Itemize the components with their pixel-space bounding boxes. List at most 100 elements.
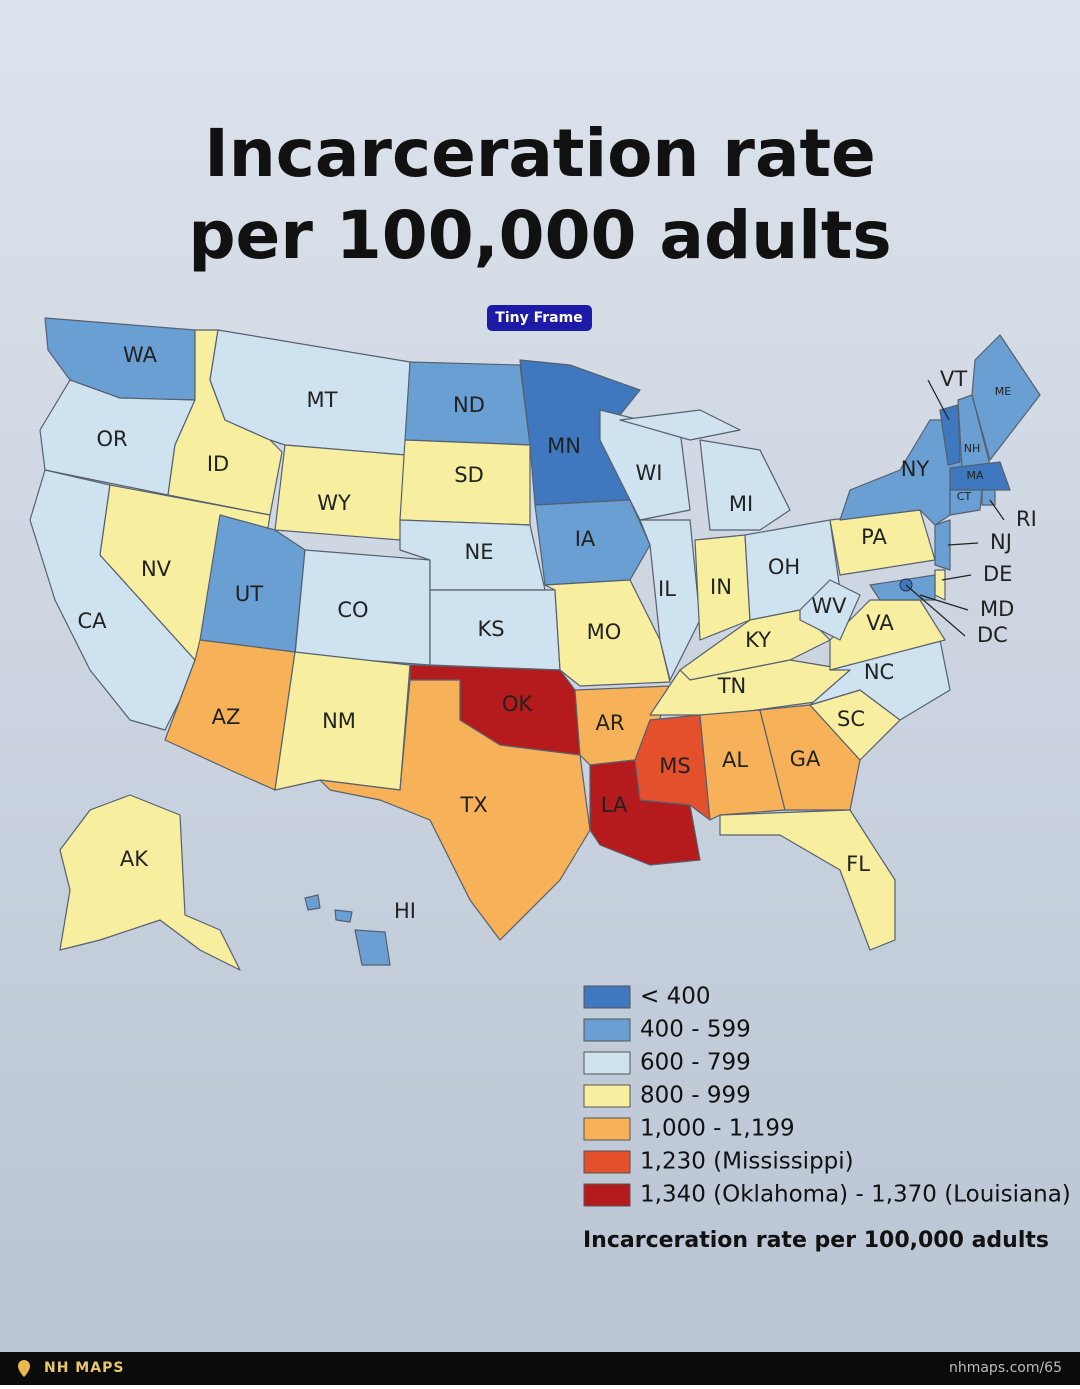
state-shape: [699, 439, 791, 531]
pin-icon: [18, 1360, 30, 1377]
footer-bar: [0, 1352, 1080, 1385]
state-label: WY: [317, 491, 351, 515]
state-label: HI: [394, 899, 416, 923]
state-shape: [949, 461, 1011, 491]
state-label: VT: [940, 367, 967, 391]
callout-line: [941, 574, 972, 581]
state-label: WA: [123, 343, 158, 367]
state-label: RI: [1016, 507, 1037, 531]
legend-label: 1,230 (Mississippi): [640, 1149, 854, 1175]
legend-label: 1,000 - 1,199: [640, 1116, 795, 1142]
legend: < 400 400 - 599 600 - 799 800 - 999 1,000 - …: [583, 984, 1071, 1208]
callout-line: [927, 379, 950, 421]
state-label: KY: [745, 628, 771, 652]
state-shape: [334, 909, 353, 923]
state-label: IL: [658, 577, 676, 601]
state-label: ME: [995, 385, 1011, 398]
state-shape: [971, 334, 1041, 461]
footer-url: nhmaps.com/65: [949, 1360, 1062, 1376]
legend-title: Incarceration rate per 100,000 adults: [583, 1228, 1049, 1253]
state-label: OR: [96, 427, 127, 451]
state-label: NM: [322, 709, 356, 733]
state-shape: [304, 894, 321, 911]
state-shape: [939, 404, 961, 466]
state-shape: [534, 499, 651, 586]
state-label: WV: [811, 594, 847, 618]
state-shape: [981, 489, 996, 506]
legend-swatch: [583, 1117, 631, 1141]
state-label: MD: [980, 597, 1014, 621]
state-label: UT: [235, 582, 263, 606]
callout-line: [989, 499, 1005, 521]
state-label: LA: [601, 793, 628, 817]
state-shape: [354, 929, 391, 966]
state-label: TN: [717, 674, 747, 698]
state-shape: [544, 579, 671, 687]
state-label: MO: [587, 620, 622, 644]
state-shape: [319, 679, 591, 941]
title: Incarceration rate: [204, 115, 876, 192]
state-label: CO: [337, 598, 368, 622]
state-shape: [619, 409, 741, 441]
callout-line: [919, 594, 969, 611]
state-label: IN: [710, 575, 732, 599]
state-label: NJ: [990, 530, 1012, 554]
state-label: NV: [141, 557, 172, 581]
state-label: PA: [861, 525, 887, 549]
state-label: SC: [837, 707, 865, 731]
state-label: IA: [575, 527, 596, 551]
state-label: AK: [120, 847, 149, 871]
state-shape: [799, 579, 861, 641]
state-label: VA: [866, 611, 894, 635]
legend-swatch: [583, 1150, 631, 1174]
state-label: GA: [790, 747, 821, 771]
state-label: NC: [864, 660, 894, 684]
footer-brand: NH MAPS: [44, 1360, 124, 1376]
state-label: FL: [846, 852, 870, 876]
state-label: MI: [729, 492, 753, 516]
state-label: ND: [453, 393, 485, 417]
state-label: MT: [307, 388, 338, 412]
state-shape: [934, 569, 946, 601]
state-label: OH: [768, 555, 800, 579]
state-shape: [719, 809, 896, 951]
badge-bg: [487, 305, 592, 331]
state-shape: [639, 519, 701, 681]
legend-label: 400 - 599: [640, 1017, 751, 1043]
state-shape: [59, 794, 241, 971]
state-label: MA: [966, 469, 983, 482]
state-label: OK: [502, 692, 534, 716]
state-label: TX: [459, 793, 487, 817]
state-label: SD: [454, 463, 484, 487]
state-shape: [934, 519, 951, 571]
state-label: DE: [983, 562, 1012, 586]
state-shape: [699, 709, 786, 821]
state-label: MN: [547, 434, 581, 458]
state-shape: [829, 599, 946, 671]
state-label: ID: [207, 452, 229, 476]
legend-swatch: [583, 985, 631, 1009]
legend-label: 600 - 799: [640, 1050, 751, 1076]
legend-swatch: [583, 1183, 631, 1207]
state-label: AR: [596, 711, 625, 735]
state-label: WI: [636, 461, 663, 485]
state-label: CA: [77, 609, 107, 633]
callout-line: [905, 584, 966, 637]
states: WA OR CA ID NV MT WY UT CO AZ NM ND SD NE KS OK TX MN IA MO…: [29, 317, 1041, 971]
state-label: KS: [477, 617, 504, 641]
state-label: NE: [465, 540, 494, 564]
legend-swatch: [583, 1051, 631, 1075]
state-label: MS: [659, 754, 690, 778]
callout-line: [947, 542, 979, 546]
badge: Tiny Frame: [495, 310, 582, 326]
state-label: NY: [901, 457, 930, 481]
state-label: CT: [957, 490, 972, 503]
legend-label: < 400: [640, 984, 710, 1010]
state-label: AL: [722, 748, 748, 772]
state-label: NH: [964, 442, 981, 455]
legend-label: 1,340 (Oklahoma) - 1,370 (Louisiana): [640, 1182, 1071, 1208]
state-shape: [949, 489, 983, 516]
state-shape: [809, 639, 951, 721]
